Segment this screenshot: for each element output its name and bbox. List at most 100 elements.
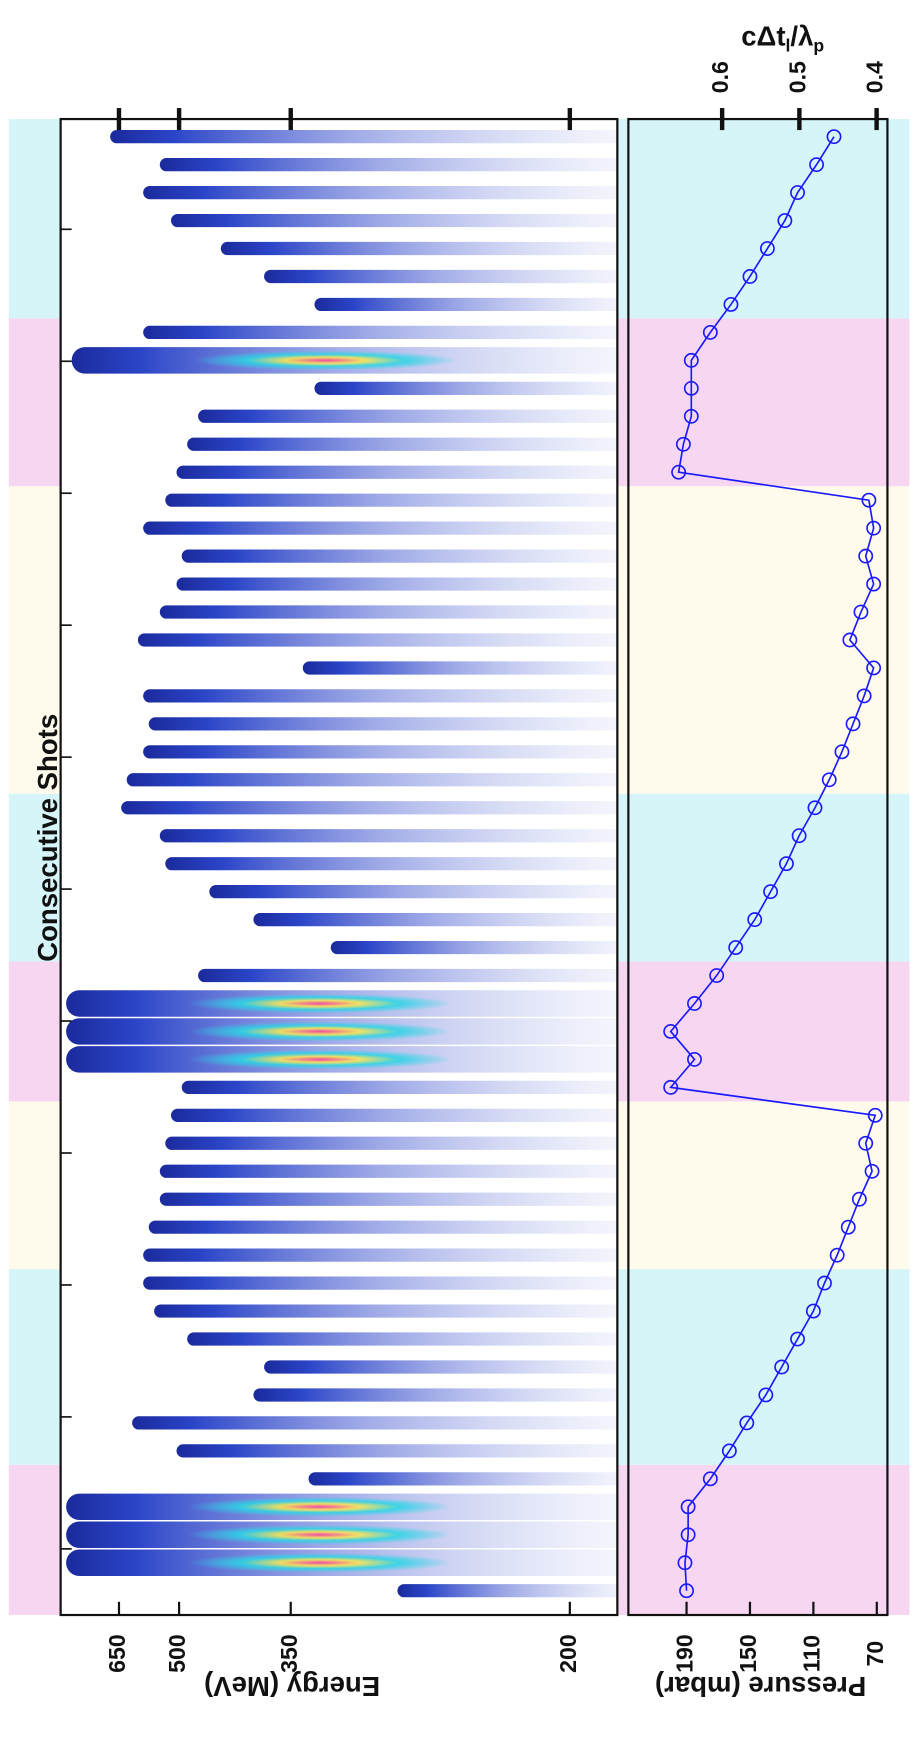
spectrum [181, 1080, 618, 1094]
spectrum [143, 325, 618, 340]
y2-axis-title-part: cΔt [741, 21, 785, 52]
data-point [747, 912, 763, 928]
data-point [680, 1499, 696, 1515]
x-tick-label: 200 [555, 1634, 581, 1673]
plot-area: 650 500 350 200 Consecutive Shots Energy (MeV… [8, 21, 910, 1702]
spectrum [253, 912, 618, 927]
data-point [840, 1219, 856, 1235]
data-point [702, 324, 718, 340]
spectrum [148, 717, 618, 731]
spectrum [143, 689, 618, 703]
spectrum [159, 605, 618, 619]
data-point [866, 520, 882, 536]
data-point [683, 352, 699, 368]
spectrum [220, 241, 618, 256]
spectrum-hotspot [192, 350, 458, 371]
data-point [790, 185, 805, 201]
data-point [856, 688, 872, 704]
spectrum [143, 521, 618, 535]
x-tick-label: 650 [104, 1634, 130, 1673]
spectrum [143, 745, 618, 759]
y2-axis-title-part: /λ [790, 21, 813, 52]
panel-frame [59, 117, 619, 1617]
data-point [864, 1163, 880, 1179]
y-tick-label: 150 [735, 1634, 761, 1673]
data-point [723, 297, 739, 312]
spectrum [397, 1584, 618, 1598]
spectrum [132, 1416, 618, 1430]
data-point [774, 1359, 790, 1375]
data-point [851, 1191, 867, 1207]
data-point [845, 716, 861, 732]
data-point [739, 1415, 755, 1431]
y2-axis-title: cΔtl/λp [741, 21, 824, 55]
data-point [853, 604, 869, 620]
y-axis-title: Pressure (mbar) [655, 1671, 866, 1702]
data-point [683, 408, 699, 424]
data-point [663, 1079, 679, 1095]
data-point [709, 968, 725, 983]
y-tick-label: 70 [862, 1641, 888, 1667]
spectrum [187, 437, 618, 451]
data-point [758, 1387, 774, 1403]
spectrum [176, 465, 618, 479]
spectrum [181, 549, 618, 563]
spectrum [110, 130, 618, 144]
spectrum [314, 297, 618, 312]
spectrum [165, 1136, 618, 1150]
data-point [842, 632, 858, 648]
data-point [687, 996, 702, 1011]
spectrum [148, 1220, 618, 1234]
spectrum [159, 1192, 618, 1206]
spectrum-hotspot [187, 1524, 452, 1545]
data-point [663, 1024, 679, 1039]
data-point [821, 772, 837, 788]
data-point [675, 436, 691, 452]
spectrum [171, 1108, 618, 1122]
y2-axis-title-part: l [786, 35, 791, 55]
data-point [687, 1051, 702, 1067]
spectrum [143, 1248, 618, 1262]
spectrum [143, 185, 618, 200]
spectrum [302, 661, 618, 675]
data-point [809, 157, 825, 173]
data-point [805, 1303, 821, 1319]
data-point [728, 940, 744, 956]
spectra [66, 130, 618, 1598]
data-point [677, 1555, 693, 1571]
spectrum [308, 1472, 618, 1486]
data-point [680, 1527, 696, 1543]
spectrum [126, 773, 618, 787]
spectrum [187, 1332, 618, 1346]
data-point [858, 1135, 874, 1151]
panel-frame [627, 117, 889, 1617]
spectrum [121, 801, 618, 815]
data-point [867, 1107, 883, 1123]
data-point [791, 828, 807, 844]
spectrum [176, 577, 618, 591]
spectrum-hotspot [187, 1049, 452, 1070]
spectrum-hotspot [187, 1552, 452, 1573]
chart-title: Consecutive Shots [32, 714, 63, 962]
x-tick-label: 500 [164, 1634, 190, 1673]
series-line [669, 136, 877, 1591]
data-point [759, 241, 775, 256]
y2-tick-label: 0.5 [784, 61, 810, 93]
data-point [807, 800, 823, 816]
data-point [721, 1443, 737, 1459]
spectrum-hotspot [187, 1021, 452, 1042]
data-point [826, 129, 842, 145]
spectrum [314, 381, 618, 395]
spectrum [159, 829, 618, 843]
y2-tick-label: 0.4 [862, 61, 888, 93]
spectrum [143, 1276, 618, 1290]
data-point [861, 492, 877, 508]
data-point [683, 380, 699, 396]
data-point [790, 1331, 805, 1347]
spectrum [165, 493, 618, 507]
spectrum [253, 1388, 618, 1402]
y2-tick-label: 0.6 [707, 61, 733, 93]
spectrum [209, 885, 618, 899]
spectrum [198, 409, 618, 423]
